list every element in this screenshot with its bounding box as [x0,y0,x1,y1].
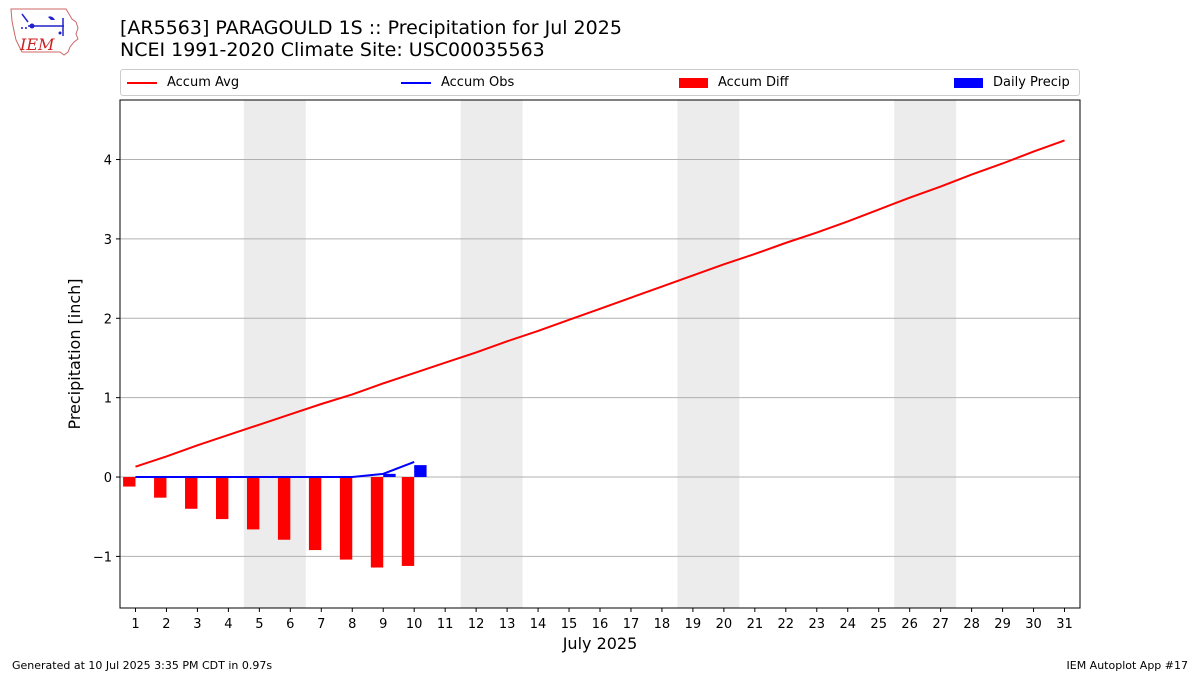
x-tick-label: 4 [224,617,232,632]
accum-diff-bar [216,477,229,520]
chart-legend: Accum Avg Accum Obs Accum Diff Daily Pre… [120,69,1080,96]
y-tick-label: 4 [104,154,112,169]
chart-subtitle: NCEI 1991-2020 Climate Site: USC00035563 [120,39,545,61]
y-tick-label: 0 [104,471,112,486]
weekend-band [243,100,306,608]
legend-item-accum-avg: Accum Avg [127,70,239,95]
accum-diff-bar [308,477,322,551]
logo-text: IEM [19,35,55,54]
x-tick-label: 27 [932,617,949,632]
y-axis-label: Precipitation [inch] [65,278,84,429]
accum-diff-bar [339,477,353,560]
x-tick-label: 12 [468,617,485,632]
x-tick-label: 18 [654,617,671,632]
accum-obs-line [135,461,415,479]
x-tick-label: 16 [592,617,609,632]
legend-item-daily-precip: Daily Precip [954,70,1070,95]
accum-diff-bar [246,477,260,530]
y-tick-label: −1 [93,550,112,565]
daily-precip-bar [383,473,396,478]
x-tick-label: 14 [530,617,547,632]
x-tick-label: 2 [162,617,170,632]
daily-precip-bar [414,465,427,478]
accum-diff-bar [185,477,198,509]
legend-label: Accum Avg [167,75,240,90]
y-tick-label: 2 [104,312,112,327]
x-tick-label: 28 [963,617,980,632]
x-tick-label: 29 [994,617,1011,632]
x-tick-label: 20 [716,617,733,632]
x-tick-label: 23 [809,617,826,632]
weekend-band [894,100,957,608]
x-tick-label: 15 [561,617,578,632]
x-tick-label: 31 [1056,617,1073,632]
accum-diff-bar [277,477,291,540]
x-tick-label: 3 [193,617,201,632]
chart-title: [AR5563] PARAGOULD 1S :: Precipitation f… [120,17,622,39]
legend-swatch [127,81,157,84]
x-tick-label: 9 [379,617,387,632]
accum-diff-bar [401,477,415,566]
weekend-band [677,100,740,608]
legend-swatch [954,77,983,88]
x-tick-label: 1 [131,617,139,632]
footer-app-text: IEM Autoplot App #17 [1066,659,1189,672]
x-tick-label: 11 [437,617,454,632]
x-tick-label: 26 [901,617,918,632]
legend-label: Accum Obs [441,75,515,90]
legend-item-accum-diff: Accum Diff [679,70,789,95]
iem-logo: IEM [10,8,79,56]
x-tick-label: 7 [317,617,325,632]
x-tick-label: 19 [685,617,702,632]
x-axis-label: July 2025 [562,634,638,653]
y-tick-label: 1 [104,392,112,407]
x-tick-label: 13 [499,617,516,632]
y-tick-label: 3 [104,233,112,248]
legend-label: Daily Precip [993,75,1070,90]
x-tick-label: 10 [406,617,423,632]
x-tick-label: 24 [839,617,856,632]
accum-diff-bar [123,477,136,487]
legend-label: Accum Diff [718,75,789,90]
legend-item-accum-obs: Accum Obs [401,70,514,95]
x-tick-label: 22 [778,617,795,632]
legend-swatch [679,77,708,88]
x-tick-label: 8 [348,617,356,632]
x-tick-label: 6 [286,617,294,632]
x-tick-label: 30 [1025,617,1042,632]
iowa-state-outline [10,8,79,56]
x-tick-label: 25 [870,617,887,632]
x-tick-label: 21 [747,617,764,632]
legend-swatch [401,81,431,84]
footer-generated-text: Generated at 10 Jul 2025 3:35 PM CDT in … [12,659,273,672]
accum-diff-bar [370,477,384,568]
accum-diff-bar [154,477,167,498]
x-tick-label: 5 [255,617,263,632]
x-tick-label: 17 [623,617,640,632]
accum-avg-line [135,139,1065,468]
